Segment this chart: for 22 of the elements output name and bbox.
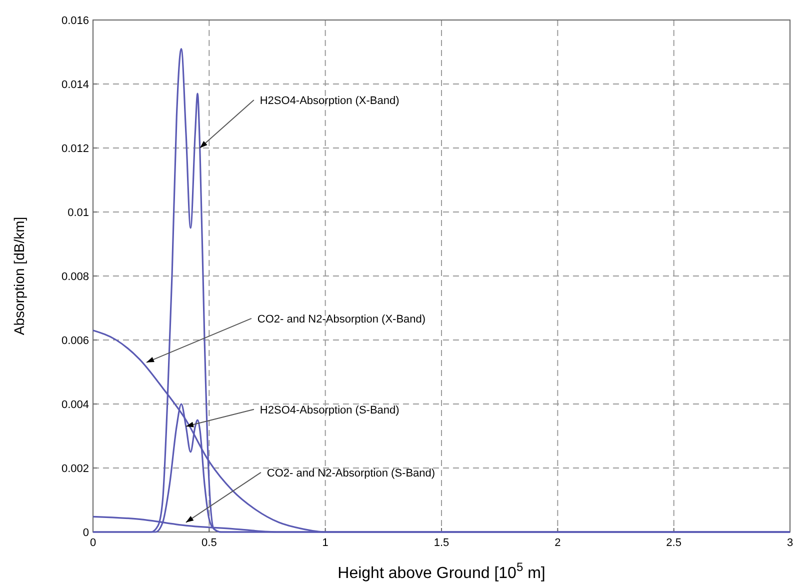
y-tick-label: 0.006	[61, 335, 89, 347]
x-tick-label: 1	[322, 537, 328, 549]
x-tick-label: 2	[554, 537, 561, 549]
y-tick-label: 0.008	[61, 271, 89, 283]
y-tick-label: 0.01	[68, 207, 89, 219]
y-tick-label: 0.004	[61, 399, 89, 411]
x-axis-title: Height above Ground [10$^{5}$ m]	[338, 560, 546, 582]
annotation: H2SO4-Absorption (S-Band)	[260, 404, 400, 416]
x-tick-label: 1.5	[434, 537, 450, 549]
y-tick-label: 0.012	[61, 143, 89, 155]
y-tick-label: 0.014	[61, 79, 89, 91]
annotation: CO2- and N2-Absorption (S-Band)	[266, 467, 436, 480]
x-tick-label: 0	[90, 537, 96, 549]
y-tick-label: 0	[82, 527, 89, 539]
x-tick-label: 2.5	[666, 537, 682, 549]
annotation: H2SO4-Absorption (X-Band)	[260, 95, 400, 107]
y-tick-label: 0.002	[61, 463, 89, 475]
x-tick-label: 0.5	[202, 537, 217, 549]
y-axis-title: Absorption [dB/km]	[11, 216, 27, 336]
x-tick-label: 3	[786, 537, 794, 549]
annotation: CO2- and N2-Absorption (X-Band)	[257, 313, 426, 326]
y-tick-label: 0.016	[61, 15, 89, 27]
